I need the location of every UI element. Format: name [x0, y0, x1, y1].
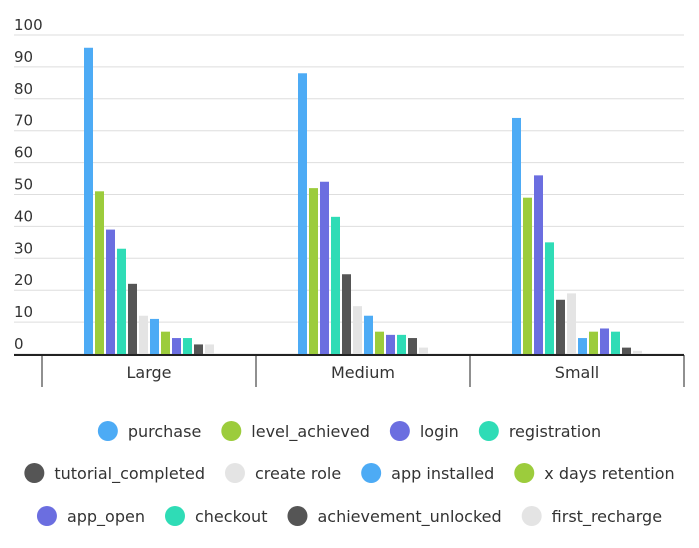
- y-tick-label: 60: [14, 144, 33, 162]
- bar-login-small: [534, 175, 543, 354]
- legend-item-app-installed[interactable]: app installed: [361, 463, 494, 483]
- bar-purchase-medium: [298, 73, 307, 354]
- y-tick-label: 70: [14, 112, 33, 130]
- bar-registration-medium: [331, 216, 340, 354]
- bar-checkout-medium: [397, 334, 406, 354]
- legend-marker: [287, 506, 308, 526]
- legend-marker: [221, 421, 242, 441]
- y-tick-label: 90: [14, 48, 33, 66]
- legend-marker: [97, 421, 118, 441]
- y-tick-label: 40: [14, 207, 33, 225]
- y-tick-label: 30: [14, 239, 33, 257]
- x-category-label: Large: [126, 363, 171, 382]
- bar-tutorial-completed-large: [128, 283, 137, 354]
- y-axis-ticks: 0 10 20 30 40 50 60 70 80 90 100: [14, 16, 43, 353]
- legend-marker: [164, 506, 185, 526]
- bar-x-days-retention-large: [161, 331, 170, 354]
- legend-label: purchase: [128, 422, 201, 441]
- legend-marker: [389, 421, 410, 441]
- bar-app-open-large: [172, 338, 181, 354]
- y-tick-label: 80: [14, 80, 33, 98]
- bar-checkout-small: [611, 331, 620, 354]
- legend-marker: [24, 463, 45, 483]
- legend-item-app-open[interactable]: app_open: [36, 506, 145, 527]
- bar-create-role-medium: [353, 306, 362, 354]
- bar-level-achieved-medium: [309, 188, 318, 354]
- legend-label: level_achieved: [251, 422, 370, 442]
- y-tick-label: 0: [14, 335, 24, 353]
- legend-item-create-role[interactable]: create role: [224, 463, 341, 483]
- legend-label: login: [420, 422, 459, 441]
- legend-marker: [36, 506, 57, 526]
- bar-achievement-unlocked-small: [622, 347, 631, 354]
- bar-x-days-retention-medium: [375, 331, 384, 354]
- bars: [84, 47, 642, 354]
- legend-label: checkout: [195, 507, 267, 526]
- legend-item-level-achieved[interactable]: level_achieved: [221, 421, 370, 442]
- bar-registration-large: [117, 248, 126, 354]
- legend-marker: [521, 506, 542, 526]
- bar-login-medium: [320, 181, 329, 354]
- legend-marker: [514, 463, 535, 483]
- legend-label: app_open: [67, 507, 145, 527]
- bar-app-installed-medium: [364, 315, 373, 354]
- legend-label: app installed: [391, 464, 494, 483]
- bar-level-achieved-large: [95, 191, 104, 354]
- bar-create-role-large: [139, 315, 148, 354]
- bar-checkout-large: [183, 338, 192, 354]
- legend-label: create role: [255, 464, 341, 483]
- bar-x-days-retention-small: [589, 331, 598, 354]
- bar-level-achieved-small: [523, 197, 532, 354]
- legend-label: tutorial_completed: [54, 464, 205, 484]
- bar-first-recharge-medium: [419, 347, 428, 354]
- y-tick-label: 50: [14, 176, 33, 194]
- legend-label: first_recharge: [552, 507, 662, 527]
- bar-create-role-small: [567, 293, 576, 354]
- legend-item-tutorial-completed[interactable]: tutorial_completed: [24, 463, 205, 484]
- y-tick-label: 100: [14, 16, 43, 34]
- bar-app-open-small: [600, 328, 609, 354]
- legend-item-login[interactable]: login: [389, 421, 459, 441]
- bar-app-installed-small: [578, 338, 587, 354]
- legend-item-achievement-unlocked[interactable]: achievement_unlocked: [287, 506, 502, 527]
- legend-marker: [361, 463, 382, 483]
- legend: purchase level_achieved login registration t…: [24, 421, 675, 527]
- x-category-label: Small: [555, 363, 599, 382]
- bar-first-recharge-large: [205, 344, 214, 354]
- bar-login-large: [106, 229, 115, 354]
- bar-app-open-medium: [386, 334, 395, 354]
- legend-item-x-days-retention[interactable]: x days retention: [514, 463, 675, 483]
- legend-marker: [478, 421, 499, 441]
- y-tick-label: 20: [14, 271, 33, 289]
- bar-tutorial-completed-small: [556, 299, 565, 354]
- x-axis: [14, 354, 685, 387]
- bar-achievement-unlocked-medium: [408, 338, 417, 354]
- legend-item-purchase[interactable]: purchase: [97, 421, 201, 441]
- bar-purchase-small: [512, 117, 521, 354]
- legend-item-first-recharge[interactable]: first_recharge: [521, 506, 662, 527]
- x-axis-categories: Large Medium Small: [126, 363, 599, 382]
- legend-item-registration[interactable]: registration: [478, 421, 601, 441]
- bar-purchase-large: [84, 47, 93, 354]
- bar-registration-small: [545, 242, 554, 354]
- bar-achievement-unlocked-large: [194, 344, 203, 354]
- x-category-label: Medium: [331, 363, 395, 382]
- legend-label: registration: [509, 422, 601, 441]
- bar-first-recharge-small: [633, 350, 642, 354]
- legend-marker: [224, 463, 245, 483]
- legend-item-checkout[interactable]: checkout: [164, 506, 267, 526]
- y-tick-label: 10: [14, 303, 33, 321]
- bar-tutorial-completed-medium: [342, 274, 351, 354]
- bar-app-installed-large: [150, 318, 159, 354]
- legend-label: x days retention: [544, 464, 674, 483]
- legend-label: achievement_unlocked: [317, 507, 501, 527]
